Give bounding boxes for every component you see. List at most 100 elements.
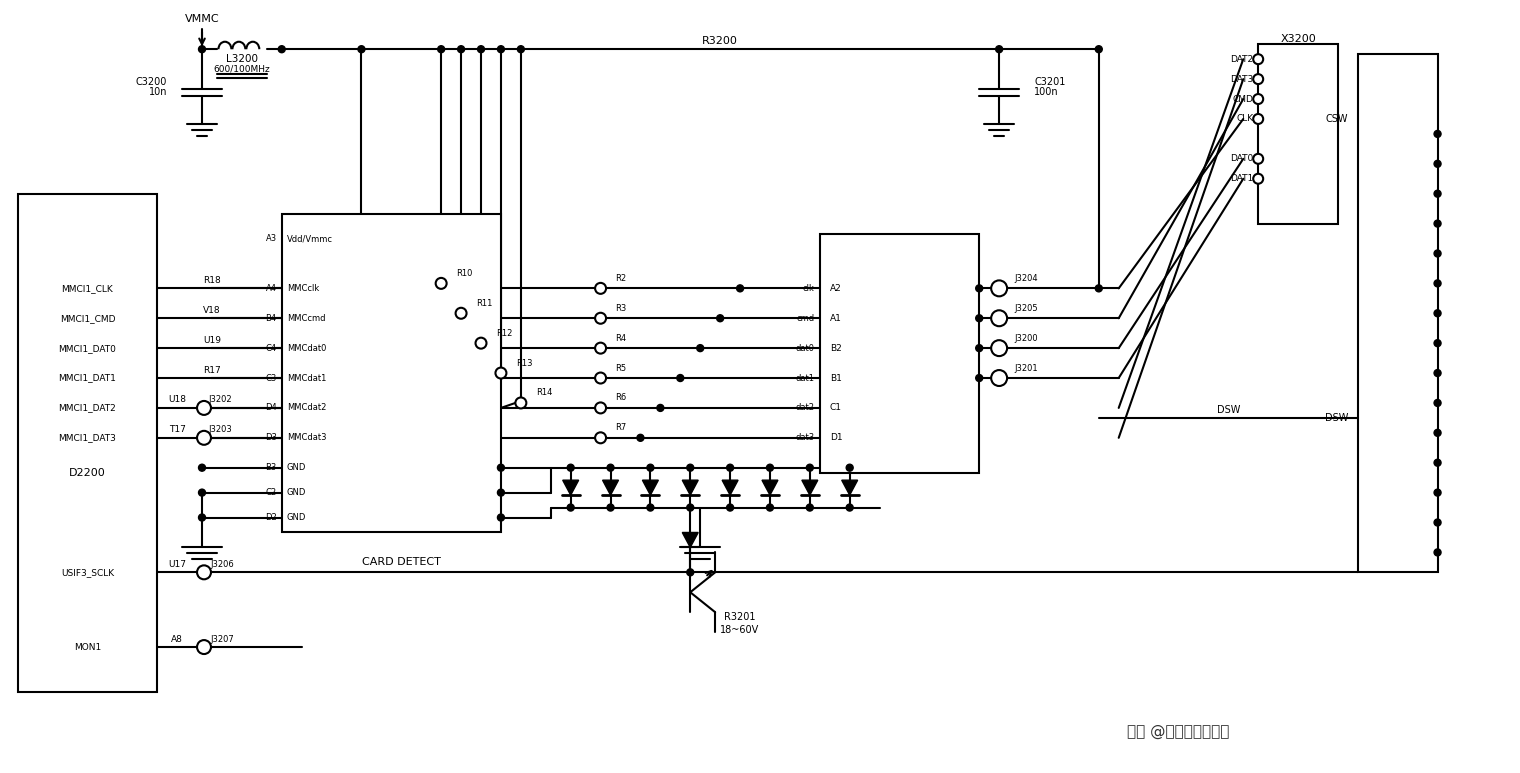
Circle shape xyxy=(1252,74,1263,84)
Text: D1: D1 xyxy=(830,434,842,442)
Text: MON1: MON1 xyxy=(74,642,100,652)
Text: GND: GND xyxy=(287,463,306,472)
Text: J3206: J3206 xyxy=(210,560,234,569)
Circle shape xyxy=(1433,339,1441,346)
Circle shape xyxy=(737,285,743,292)
Text: A2: A2 xyxy=(830,284,842,293)
Circle shape xyxy=(766,504,774,511)
Bar xyxy=(819,233,979,472)
Text: DSW: DSW xyxy=(1216,405,1240,415)
Text: Vdd/Vmmc: Vdd/Vmmc xyxy=(287,234,333,243)
Circle shape xyxy=(991,281,1008,296)
Text: L3200: L3200 xyxy=(226,54,258,64)
Circle shape xyxy=(596,283,606,294)
Text: CSW: CSW xyxy=(1325,114,1348,124)
Circle shape xyxy=(1433,131,1441,138)
Text: C3200: C3200 xyxy=(135,77,167,87)
Text: CMD: CMD xyxy=(1233,94,1252,104)
Circle shape xyxy=(976,375,983,382)
Circle shape xyxy=(1096,285,1102,292)
Text: C3: C3 xyxy=(266,373,277,383)
Text: dat0: dat0 xyxy=(796,344,815,352)
Circle shape xyxy=(497,514,505,521)
Circle shape xyxy=(198,565,211,579)
Text: R7: R7 xyxy=(616,424,626,432)
Circle shape xyxy=(198,401,211,415)
Polygon shape xyxy=(722,480,739,495)
Polygon shape xyxy=(842,480,857,495)
Text: MMCI1_DAT1: MMCI1_DAT1 xyxy=(58,373,117,383)
Circle shape xyxy=(567,504,575,511)
Text: DAT1: DAT1 xyxy=(1230,174,1252,183)
Text: C1: C1 xyxy=(830,404,842,413)
Circle shape xyxy=(687,504,693,511)
Circle shape xyxy=(1433,489,1441,496)
Text: MMCclk: MMCclk xyxy=(287,284,319,293)
Circle shape xyxy=(996,46,1003,53)
Text: 100n: 100n xyxy=(1034,87,1058,97)
Text: R12: R12 xyxy=(496,329,512,338)
Circle shape xyxy=(1252,114,1263,124)
Text: J3204: J3204 xyxy=(1014,274,1038,283)
Polygon shape xyxy=(602,480,619,495)
Text: X3200: X3200 xyxy=(1280,34,1316,44)
Polygon shape xyxy=(643,480,658,495)
Text: J3207: J3207 xyxy=(210,635,234,644)
Circle shape xyxy=(727,504,734,511)
Text: MMCI1_DAT0: MMCI1_DAT0 xyxy=(58,344,117,352)
Circle shape xyxy=(976,345,983,352)
Circle shape xyxy=(1252,154,1263,164)
Circle shape xyxy=(648,504,654,511)
Circle shape xyxy=(696,345,704,352)
Circle shape xyxy=(1433,160,1441,167)
Circle shape xyxy=(436,278,447,289)
Circle shape xyxy=(976,285,983,292)
Text: DAT2: DAT2 xyxy=(1230,55,1252,63)
Text: GND: GND xyxy=(287,488,306,497)
Circle shape xyxy=(1433,519,1441,526)
Circle shape xyxy=(637,434,644,441)
Circle shape xyxy=(458,46,465,53)
Text: CLK: CLK xyxy=(1236,114,1252,124)
Text: CARD DETECT: CARD DETECT xyxy=(362,557,441,567)
Text: R5: R5 xyxy=(616,363,626,373)
Circle shape xyxy=(806,504,813,511)
Text: A8: A8 xyxy=(172,635,182,644)
Circle shape xyxy=(676,375,684,382)
Text: J3203: J3203 xyxy=(208,425,233,434)
Circle shape xyxy=(1433,310,1441,317)
Text: MMCdat0: MMCdat0 xyxy=(287,344,327,352)
Text: MMCI1_DAT2: MMCI1_DAT2 xyxy=(59,404,117,413)
Circle shape xyxy=(497,465,505,472)
Text: DAT3: DAT3 xyxy=(1230,75,1252,83)
Circle shape xyxy=(497,489,505,496)
Text: MMCI1_DAT3: MMCI1_DAT3 xyxy=(58,434,117,442)
Bar xyxy=(1259,44,1338,223)
Polygon shape xyxy=(762,480,778,495)
Text: U19: U19 xyxy=(204,335,220,345)
Circle shape xyxy=(596,313,606,324)
Circle shape xyxy=(1433,459,1441,466)
Text: VMMC: VMMC xyxy=(185,15,219,24)
Text: R17: R17 xyxy=(204,366,220,375)
Circle shape xyxy=(517,46,524,53)
Circle shape xyxy=(477,46,485,53)
Circle shape xyxy=(687,465,693,472)
Text: dat2: dat2 xyxy=(796,404,815,413)
Circle shape xyxy=(1096,46,1102,53)
Text: D3: D3 xyxy=(264,434,277,442)
Text: MMCdat3: MMCdat3 xyxy=(287,434,327,442)
Circle shape xyxy=(1252,174,1263,184)
Text: MMCI1_CMD: MMCI1_CMD xyxy=(59,314,116,323)
Text: R2: R2 xyxy=(616,274,626,283)
Text: A4: A4 xyxy=(266,284,277,293)
Circle shape xyxy=(847,465,853,472)
Text: D4: D4 xyxy=(264,404,277,413)
Circle shape xyxy=(199,489,205,496)
Text: VSS: VSS xyxy=(1368,134,1386,144)
Circle shape xyxy=(1433,190,1441,197)
Text: J3202: J3202 xyxy=(208,396,231,404)
Circle shape xyxy=(991,310,1008,326)
Text: B2: B2 xyxy=(830,344,842,352)
Circle shape xyxy=(496,368,506,379)
